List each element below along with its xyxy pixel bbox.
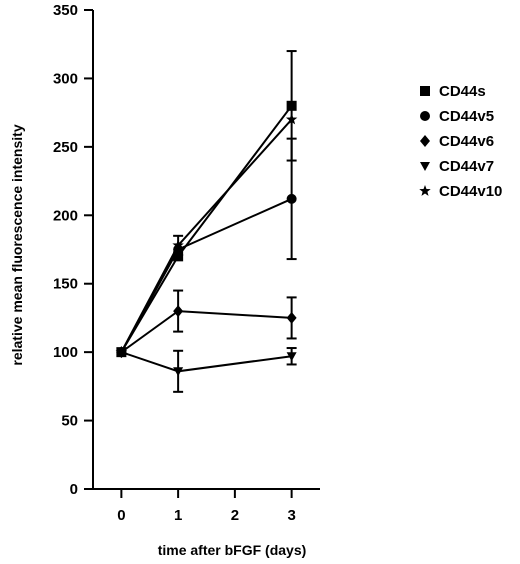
series-line — [121, 351, 292, 373]
legend-marker — [420, 135, 430, 147]
y-tick-label: 50 — [61, 413, 78, 430]
legend-item: CD44v10 — [419, 183, 502, 200]
data-point — [286, 311, 297, 324]
legend-label: CD44v5 — [439, 108, 494, 125]
legend-item: CD44s — [420, 83, 486, 100]
x-axis-title: time after bFGF (days) — [158, 542, 307, 558]
x-tick-label: 3 — [287, 507, 295, 524]
data-point — [115, 346, 128, 357]
y-tick-label: 150 — [53, 276, 78, 293]
y-tick-label: 200 — [53, 207, 78, 224]
data-point — [173, 305, 184, 318]
y-tick-label: 100 — [53, 344, 78, 361]
legend-item: CD44v7 — [420, 158, 494, 175]
y-axis-title: relative mean fluorescence intensity — [9, 124, 25, 365]
legend-label: CD44v6 — [439, 133, 494, 150]
series-cd44v10 — [115, 113, 298, 357]
data-point — [173, 367, 184, 377]
data-point — [286, 193, 297, 204]
data-point — [173, 251, 184, 262]
y-tick-label: 300 — [53, 70, 78, 87]
legend-marker — [420, 111, 430, 121]
legend-marker — [420, 86, 430, 96]
x-tick-label: 0 — [117, 507, 125, 524]
series-cd44v6 — [116, 289, 297, 359]
y-tick-labels: 0 50 100 150 200 250 300 350 — [53, 2, 78, 498]
series-line — [120, 197, 293, 353]
plot-area — [115, 50, 298, 393]
legend-label: CD44v7 — [439, 158, 494, 175]
legend-label: CD44v10 — [439, 183, 502, 200]
data-point — [172, 239, 184, 251]
legend-item: CD44v6 — [420, 133, 494, 150]
axes — [84, 9, 320, 498]
y-tick-label: 350 — [53, 2, 78, 19]
x-tick-label: 2 — [231, 507, 239, 524]
legend-marker — [419, 185, 431, 196]
legend-marker — [420, 162, 430, 171]
y-tick-label: 0 — [70, 481, 78, 498]
x-tick-labels: 0 1 2 3 — [117, 507, 296, 524]
series-line — [120, 105, 293, 353]
legend-item: CD44v5 — [420, 108, 494, 125]
x-tick-label: 1 — [174, 507, 182, 524]
legend-label: CD44s — [439, 83, 486, 100]
y-tick-label: 250 — [53, 139, 78, 156]
data-point — [286, 352, 297, 362]
series-line — [120, 310, 292, 353]
data-point — [285, 113, 298, 125]
data-point — [286, 100, 297, 111]
legend: CD44s CD44v5 CD44v6 CD44v7 CD44v10 — [419, 83, 502, 200]
series-cd44v7 — [116, 347, 297, 393]
series-cd44v5 — [116, 137, 297, 358]
